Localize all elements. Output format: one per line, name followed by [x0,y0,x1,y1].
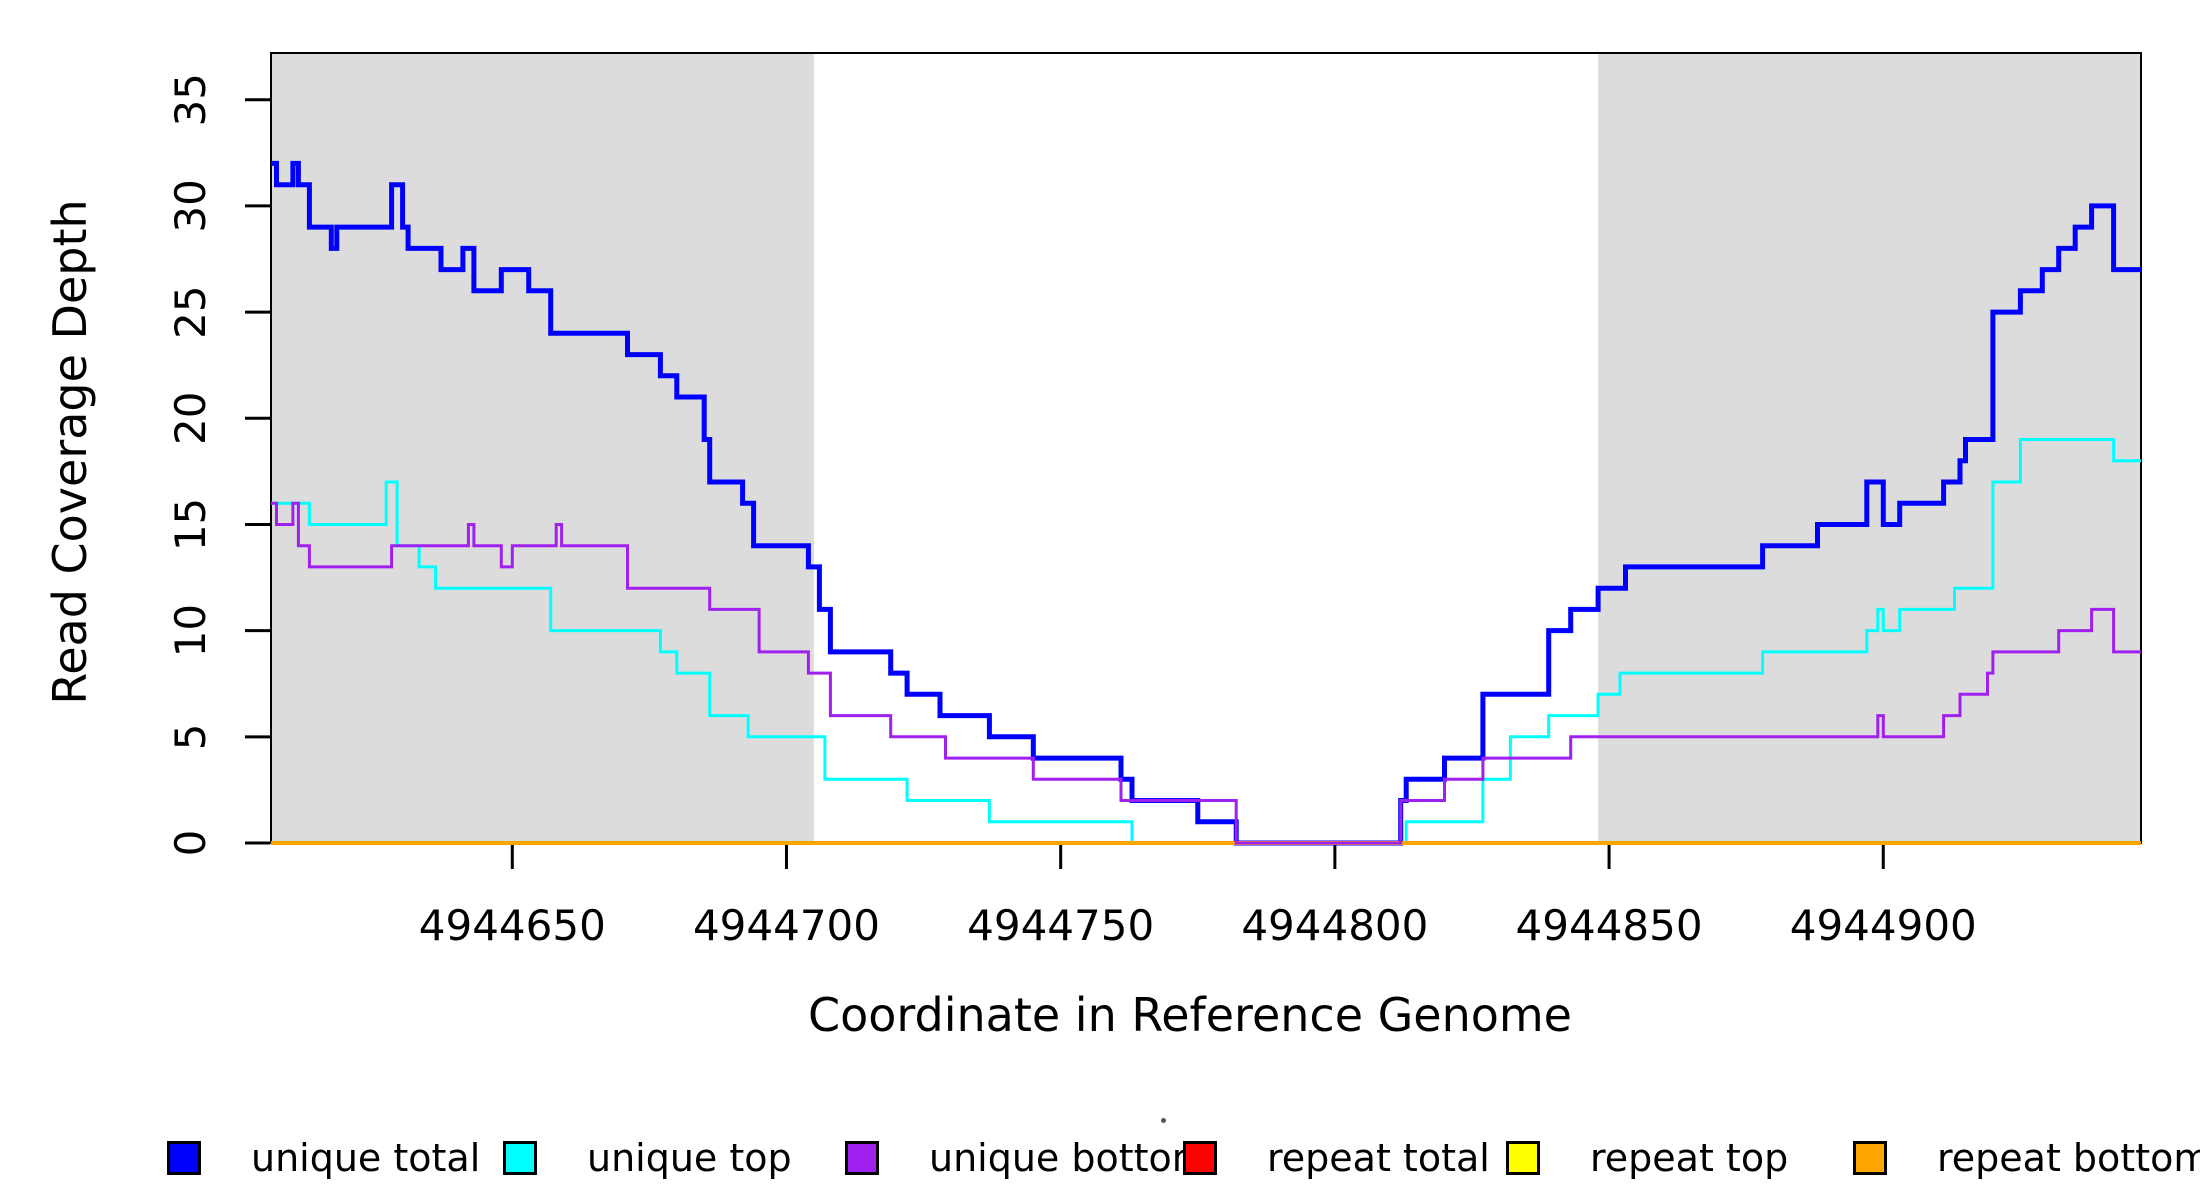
legend-item-unique-bottom: unique bottom [845,1128,1209,1188]
series-line-unique-total [271,160,2141,846]
y-tick-label: 30 [166,179,215,232]
legend-dot-artifact [1161,1118,1166,1123]
y-tick-label: 0 [166,830,215,857]
x-tick-label: 4944700 [693,901,880,950]
legend-item-unique-top: unique top [503,1128,792,1188]
series-line-unique-top [271,438,2141,845]
y-tick-label: 15 [166,498,215,551]
legend-item-repeat-total: repeat total [1183,1128,1490,1188]
x-axis-title: Coordinate in Reference Genome [808,988,1572,1042]
legend-swatch [1853,1141,1887,1175]
series-line-unique-bottom [271,501,2141,845]
legend-label: unique bottom [929,1136,1209,1180]
legend-label: repeat bottom [1937,1136,2200,1180]
shaded-region-0 [271,53,814,843]
legend-label: unique top [587,1136,792,1180]
legend-item-repeat-bottom: repeat bottom [1853,1128,2200,1188]
legend-swatch [1183,1141,1217,1175]
legend-swatch [1506,1141,1540,1175]
legend-item-unique-total: unique total [167,1128,480,1188]
legend-label: repeat total [1267,1136,1490,1180]
y-axis-title: Read Coverage Depth [43,199,97,705]
x-tick-label: 4944750 [967,901,1154,950]
x-tick-label: 4944800 [1241,901,1428,950]
y-tick-label: 35 [166,73,215,126]
x-tick-label: 4944900 [1790,901,1977,950]
legend-label: repeat top [1590,1136,1789,1180]
legend-item-repeat-top: repeat top [1506,1128,1788,1188]
y-tick-label: 10 [166,604,215,657]
y-tick-label: 25 [166,285,215,338]
legend-swatch [845,1141,879,1175]
shaded-region-1 [1598,53,2141,843]
y-tick-label: 5 [166,723,215,750]
legend-label: unique total [251,1136,481,1180]
x-tick-label: 4944850 [1516,901,1703,950]
legend-swatch [167,1141,201,1175]
legend-swatch [503,1141,537,1175]
x-tick-label: 4944650 [419,901,606,950]
y-tick-label: 20 [166,392,215,445]
legend: unique total unique top unique bottom repea… [0,1128,2200,1188]
